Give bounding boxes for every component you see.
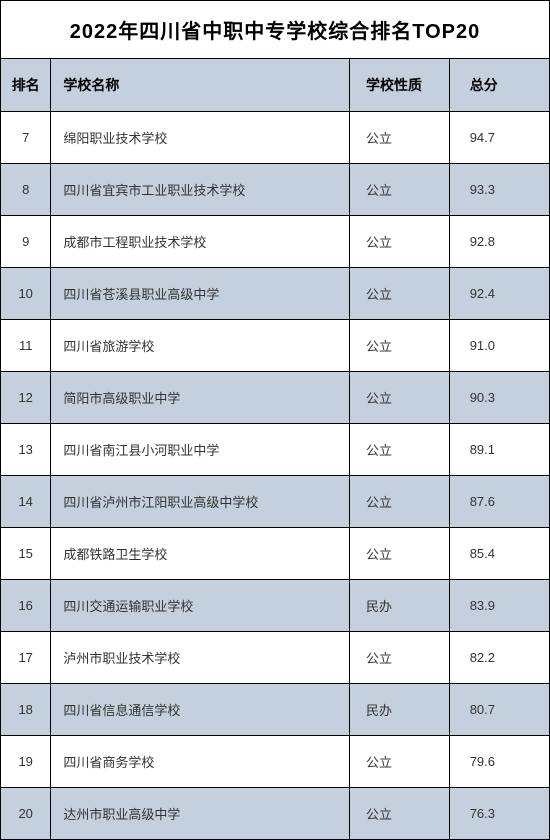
ranking-table: 排名 学校名称 学校性质 总分 7绵阳职业技术学校公立94.78四川省宜宾市工业… [1, 59, 549, 839]
ranking-table-container: 2022年四川省中职中专学校综合排名TOP20 排名 学校名称 学校性质 总分 … [0, 0, 550, 840]
cell-name: 四川省苍溪县职业高级中学 [51, 268, 350, 320]
header-type: 学校性质 [350, 59, 450, 112]
cell-type: 公立 [350, 216, 450, 268]
cell-score: 89.1 [449, 424, 549, 476]
cell-type: 公立 [350, 112, 450, 164]
cell-score: 82.2 [449, 632, 549, 684]
cell-score: 80.7 [449, 684, 549, 736]
cell-type: 公立 [350, 476, 450, 528]
table-title: 2022年四川省中职中专学校综合排名TOP20 [1, 1, 549, 59]
table-row: 13四川省南江县小河职业中学公立89.1 [1, 424, 549, 476]
cell-rank: 9 [1, 216, 51, 268]
table-row: 20达州市职业高级中学公立76.3 [1, 788, 549, 840]
table-row: 10四川省苍溪县职业高级中学公立92.4 [1, 268, 549, 320]
cell-rank: 13 [1, 424, 51, 476]
table-row: 17泸州市职业技术学校公立82.2 [1, 632, 549, 684]
cell-score: 94.7 [449, 112, 549, 164]
table-header-row: 排名 学校名称 学校性质 总分 [1, 59, 549, 112]
cell-name: 四川省信息通信学校 [51, 684, 350, 736]
cell-name: 成都市工程职业技术学校 [51, 216, 350, 268]
cell-score: 91.0 [449, 320, 549, 372]
cell-type: 公立 [350, 372, 450, 424]
table-row: 12简阳市高级职业中学公立90.3 [1, 372, 549, 424]
table-row: 14四川省泸州市江阳职业高级中学校公立87.6 [1, 476, 549, 528]
cell-score: 76.3 [449, 788, 549, 840]
cell-type: 公立 [350, 268, 450, 320]
cell-type: 公立 [350, 424, 450, 476]
cell-type: 民办 [350, 580, 450, 632]
cell-type: 公立 [350, 164, 450, 216]
cell-rank: 10 [1, 268, 51, 320]
cell-rank: 15 [1, 528, 51, 580]
table-body: 7绵阳职业技术学校公立94.78四川省宜宾市工业职业技术学校公立93.39成都市… [1, 112, 549, 840]
cell-score: 92.8 [449, 216, 549, 268]
cell-type: 公立 [350, 788, 450, 840]
table-row: 8四川省宜宾市工业职业技术学校公立93.3 [1, 164, 549, 216]
cell-type: 公立 [350, 320, 450, 372]
cell-rank: 18 [1, 684, 51, 736]
cell-name: 达州市职业高级中学 [51, 788, 350, 840]
cell-name: 四川省宜宾市工业职业技术学校 [51, 164, 350, 216]
cell-score: 90.3 [449, 372, 549, 424]
cell-rank: 19 [1, 736, 51, 788]
cell-type: 公立 [350, 632, 450, 684]
cell-score: 92.4 [449, 268, 549, 320]
table-row: 16四川交通运输职业学校民办83.9 [1, 580, 549, 632]
header-name: 学校名称 [51, 59, 350, 112]
cell-name: 泸州市职业技术学校 [51, 632, 350, 684]
cell-name: 四川省旅游学校 [51, 320, 350, 372]
cell-rank: 16 [1, 580, 51, 632]
cell-name: 四川省泸州市江阳职业高级中学校 [51, 476, 350, 528]
cell-score: 85.4 [449, 528, 549, 580]
cell-score: 79.6 [449, 736, 549, 788]
cell-rank: 7 [1, 112, 51, 164]
table-row: 11四川省旅游学校公立91.0 [1, 320, 549, 372]
table-row: 18四川省信息通信学校民办80.7 [1, 684, 549, 736]
cell-name: 简阳市高级职业中学 [51, 372, 350, 424]
cell-score: 83.9 [449, 580, 549, 632]
cell-name: 四川省商务学校 [51, 736, 350, 788]
table-row: 9成都市工程职业技术学校公立92.8 [1, 216, 549, 268]
cell-rank: 17 [1, 632, 51, 684]
cell-rank: 20 [1, 788, 51, 840]
cell-rank: 11 [1, 320, 51, 372]
cell-type: 民办 [350, 684, 450, 736]
cell-name: 绵阳职业技术学校 [51, 112, 350, 164]
header-score: 总分 [449, 59, 549, 112]
cell-type: 公立 [350, 528, 450, 580]
cell-name: 四川交通运输职业学校 [51, 580, 350, 632]
cell-name: 成都铁路卫生学校 [51, 528, 350, 580]
cell-rank: 12 [1, 372, 51, 424]
cell-name: 四川省南江县小河职业中学 [51, 424, 350, 476]
table-row: 19四川省商务学校公立79.6 [1, 736, 549, 788]
table-row: 15成都铁路卫生学校公立85.4 [1, 528, 549, 580]
cell-score: 87.6 [449, 476, 549, 528]
cell-rank: 8 [1, 164, 51, 216]
table-row: 7绵阳职业技术学校公立94.7 [1, 112, 549, 164]
cell-score: 93.3 [449, 164, 549, 216]
cell-type: 公立 [350, 736, 450, 788]
cell-rank: 14 [1, 476, 51, 528]
header-rank: 排名 [1, 59, 51, 112]
